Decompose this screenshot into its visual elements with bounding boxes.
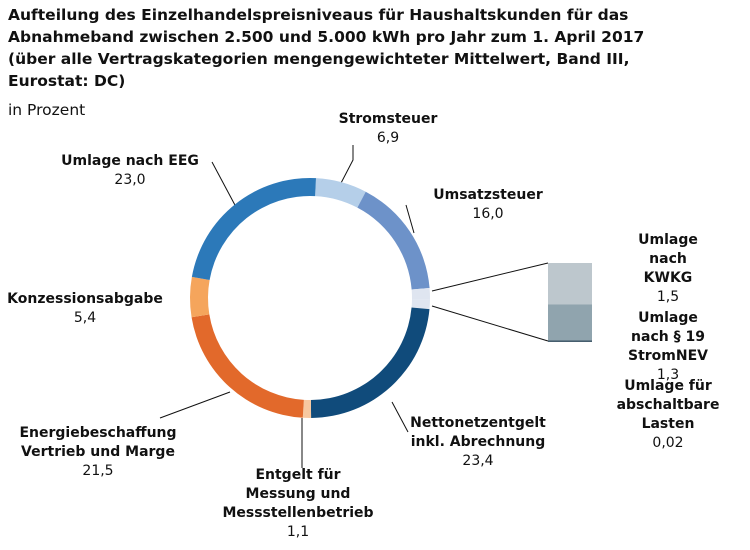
connector-line — [431, 305, 549, 342]
segment-label: Umlage nach EEG 23,0 — [61, 152, 199, 190]
segment-name: Umsatzsteuer — [433, 187, 543, 203]
segment-label: Konzessionsabgabe 5,4 — [7, 290, 163, 328]
segment-value: 23,0 — [114, 172, 146, 188]
segment-name: Stromsteuer — [338, 111, 438, 127]
detail-value: 1,5 — [656, 289, 680, 305]
donut-segment — [191, 314, 304, 418]
donut-segment — [315, 178, 366, 208]
donut-segment — [310, 307, 430, 418]
connector-line — [431, 262, 549, 292]
donut-segment — [411, 299, 430, 310]
segment-value: 23,4 — [462, 453, 494, 469]
detail-name: Umlage nach § 19 StromNEV — [627, 310, 708, 364]
segment-label: Entgelt für Messung und Messstellenbetri… — [222, 466, 373, 542]
donut-segment — [190, 276, 210, 318]
donut-segment — [411, 307, 430, 310]
leader-line — [339, 145, 354, 186]
segment-value: 21,5 — [82, 463, 114, 479]
detail-value: 1,3 — [656, 367, 680, 383]
donut-segment — [191, 178, 316, 281]
segment-label: Energiebeschaffung Vertrieb und Marge 21,… — [19, 424, 176, 481]
detail-bar-segment — [548, 304, 592, 341]
segment-label: Nettonetzentgelt inkl. Abrechnung 23,4 — [410, 414, 546, 471]
segment-value: 5,4 — [73, 310, 97, 326]
detail-name: Umlage nach KWKG — [638, 232, 698, 286]
segment-label: Stromsteuer 6,9 — [339, 110, 438, 148]
segment-label: Umsatzsteuer 16,0 — [433, 186, 542, 224]
segment-name: Energiebeschaffung Vertrieb und Marge — [19, 425, 177, 460]
donut-segment — [411, 287, 430, 300]
leader-line — [159, 391, 231, 419]
segment-name: Nettonetzentgelt inkl. Abrechnung — [410, 415, 546, 450]
chart-subtitle: in Prozent — [8, 101, 86, 119]
detail-label: Umlage für abschaltbare Lasten 0,02 — [617, 377, 720, 453]
segment-name: Umlage nach EEG — [61, 153, 199, 169]
leader-lines — [159, 145, 549, 468]
detail-bar-segment — [548, 263, 592, 305]
donut-segment — [302, 399, 312, 418]
segment-value: 1,1 — [286, 524, 310, 540]
segment-value: 6,9 — [376, 130, 400, 146]
detail-bar-segment — [548, 340, 592, 342]
detail-value: 0,02 — [652, 435, 684, 451]
detail-name: Umlage für abschaltbare Lasten — [616, 378, 720, 432]
leader-line — [405, 204, 415, 234]
segment-name: Entgelt für Messung und Messstellenbetri… — [222, 467, 374, 521]
segment-name: Konzessionsabgabe — [7, 291, 163, 307]
chart-title: Aufteilung des Einzelhandelspreisniveaus… — [8, 6, 645, 90]
leader-line — [211, 161, 237, 208]
leader-line — [391, 401, 409, 433]
detail-label: Umlage nach § 19 StromNEV 1,3 — [627, 309, 709, 385]
detail-label: Umlage nach KWKG 1,5 — [627, 231, 709, 307]
donut-segment — [357, 191, 430, 290]
segment-value: 16,0 — [472, 206, 504, 222]
